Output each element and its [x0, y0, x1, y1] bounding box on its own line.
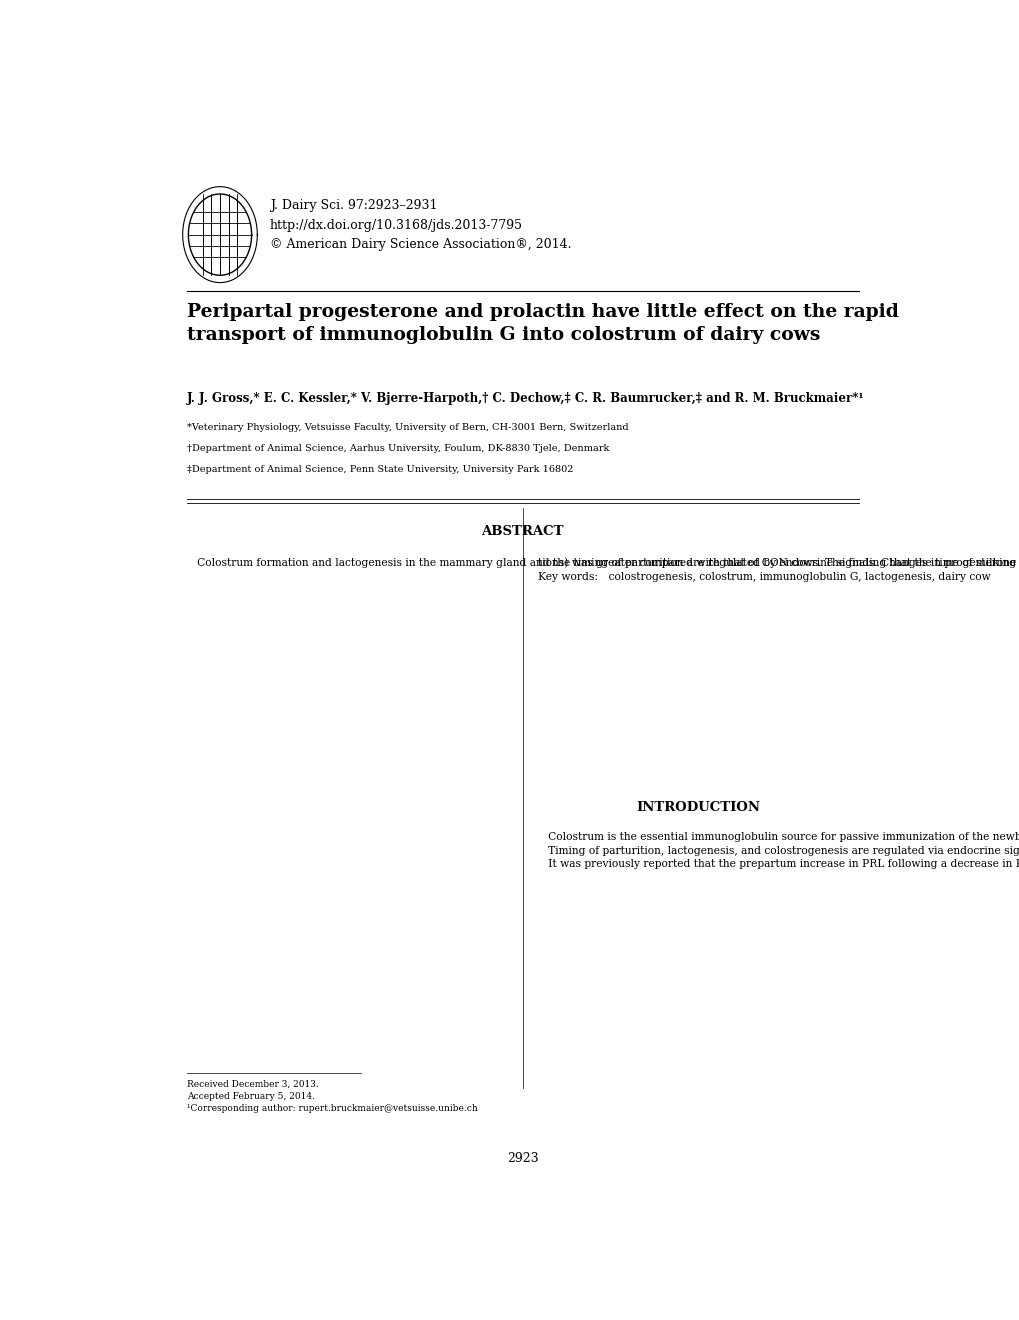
- Text: 2923: 2923: [506, 1152, 538, 1166]
- Text: tions) was greater compared with that of CON cows. The finding that the time of : tions) was greater compared with that of…: [537, 558, 1019, 582]
- Text: *Veterinary Physiology, Vetsuisse Faculty, University of Bern, CH-3001 Bern, Swi: *Veterinary Physiology, Vetsuisse Facult…: [186, 422, 628, 432]
- Text: J. J. Gross,* E. C. Kessler,* V. Bjerre-Harpoth,† C. Dechow,‡ C. R. Baumrucker,‡: J. J. Gross,* E. C. Kessler,* V. Bjerre-…: [186, 392, 863, 405]
- Text: Peripartal progesterone and prolactin have little effect on the rapid
transport : Peripartal progesterone and prolactin ha…: [186, 302, 898, 343]
- Text: Colostrum is the essential immunoglobulin source for passive immunization of the: Colostrum is the essential immunoglobuli…: [537, 832, 1019, 870]
- Text: Colostrum formation and lactogenesis in the mammary gland and the timing of part: Colostrum formation and lactogenesis in …: [186, 558, 1019, 569]
- Text: J. Dairy Sci. 97:2923–2931
http://dx.doi.org/10.3168/jds.2013-7795
© American Da: J. Dairy Sci. 97:2923–2931 http://dx.doi…: [269, 199, 571, 251]
- Text: ‡Department of Animal Science, Penn State University, University Park 16802: ‡Department of Animal Science, Penn Stat…: [186, 466, 573, 474]
- Text: ABSTRACT: ABSTRACT: [481, 525, 564, 539]
- Text: †Department of Animal Science, Aarhus University, Foulum, DK-8830 Tjele, Denmark: †Department of Animal Science, Aarhus Un…: [186, 444, 608, 453]
- Text: Received December 3, 2013.
Accepted February 5, 2014.
¹Corresponding author: rup: Received December 3, 2013. Accepted Febr…: [186, 1080, 477, 1113]
- Text: INTRODUCTION: INTRODUCTION: [636, 801, 759, 813]
